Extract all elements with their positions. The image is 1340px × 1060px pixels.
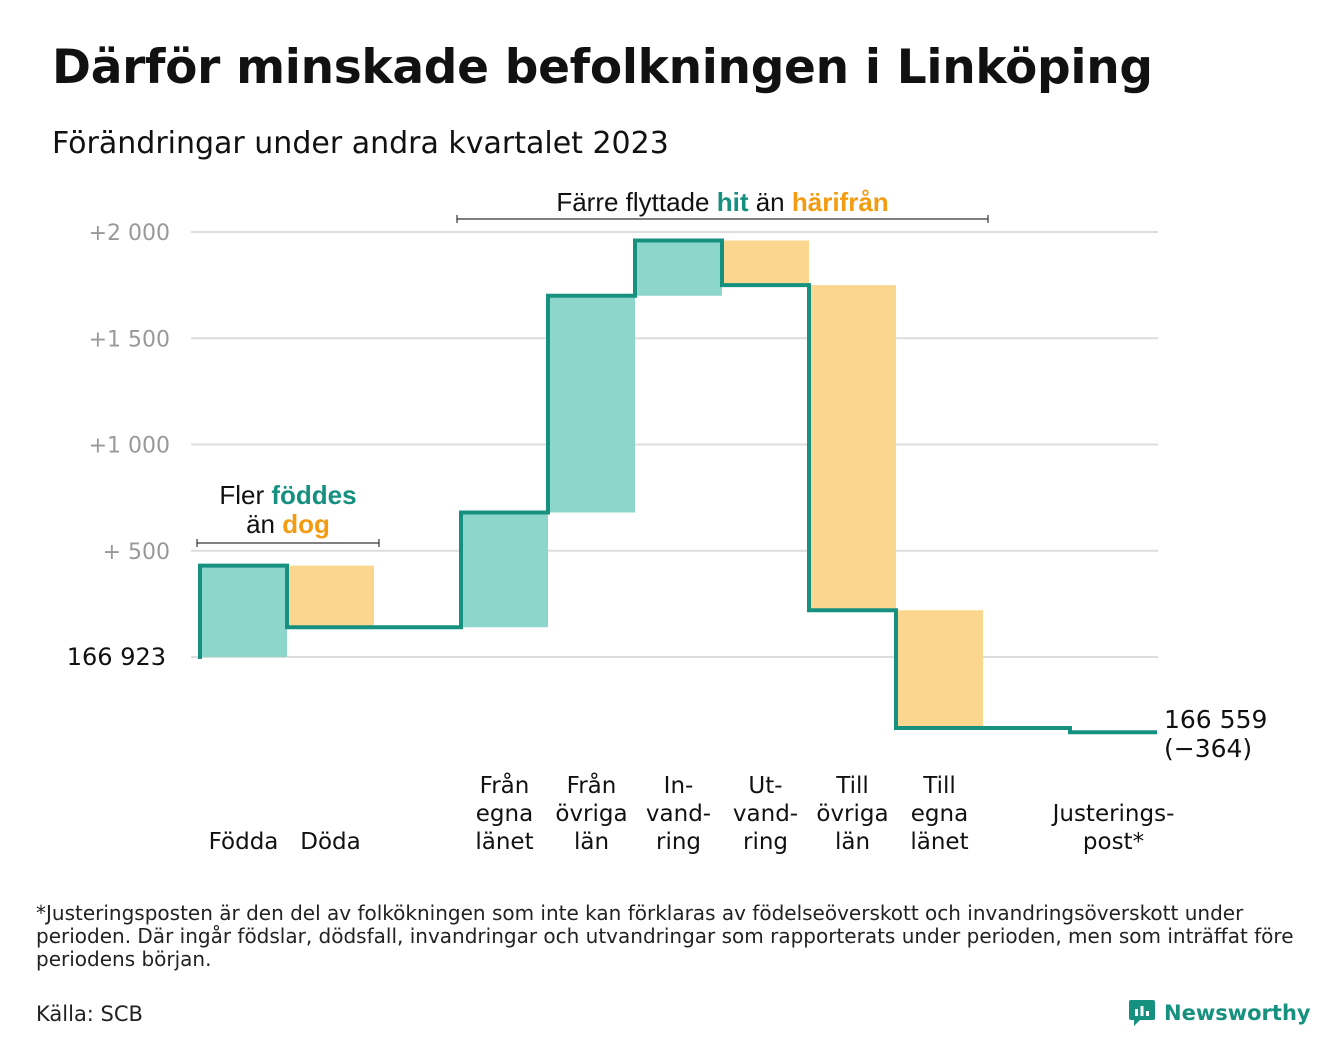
category-label: Döda	[300, 829, 360, 855]
annotation-migration-part: än	[748, 187, 791, 217]
bar-7	[809, 285, 896, 611]
annotation-migration-part: Färre flyttade	[556, 187, 716, 217]
annotation-births-line1: Fler föddes	[219, 480, 356, 510]
y-tick-label: +1 000	[89, 434, 170, 459]
annotation-migration-part: härifrån	[792, 187, 889, 217]
category-label: vand-	[646, 801, 711, 827]
brand-name: Newsworthy	[1164, 1001, 1311, 1025]
bar-3	[461, 512, 548, 628]
annotation-births-bracket	[196, 539, 380, 547]
end-value-label: 166 559	[1164, 705, 1267, 734]
bar-4	[548, 295, 635, 513]
category-label: In-	[664, 773, 694, 799]
y-tick-label: +1 500	[89, 327, 170, 352]
y-tick-label: + 500	[103, 540, 170, 565]
annotation-migration-bracket	[456, 215, 989, 223]
cumulative-step-line	[198, 238, 1157, 735]
annotation-migration-part: hit	[717, 187, 749, 217]
annotation-births-line1-part: Fler	[219, 480, 271, 510]
category-label: länet	[910, 829, 968, 855]
category-label: ring	[743, 829, 788, 855]
category-label: län	[835, 829, 870, 855]
bar-0	[200, 565, 287, 657]
footnote: *Justeringsposten är den del av folkökni…	[36, 901, 1294, 971]
category-label: Ut-	[748, 773, 782, 799]
annotation-births-line1-part: föddes	[271, 480, 356, 510]
category-label: Till	[922, 773, 956, 799]
bar-6	[722, 240, 809, 286]
annotation-births-line2: än dog	[246, 509, 330, 539]
source-label: Källa: SCB	[36, 1002, 143, 1026]
category-label: länet	[475, 829, 533, 855]
annotation-migration: Färre flyttade hit än härifrån	[556, 187, 888, 217]
end-change-label: (−364)	[1164, 734, 1252, 763]
chart-title: Därför minskade befolkningen i Linköping	[52, 40, 1153, 95]
category-label: Från	[567, 771, 617, 799]
category-label: egna	[476, 801, 533, 827]
annotation-births-line2-part: dog	[282, 509, 330, 539]
category-label: Justerings-	[1051, 801, 1175, 827]
newsworthy-logo-icon	[1129, 1000, 1155, 1026]
bar-1	[287, 565, 374, 628]
category-label: övriga	[555, 801, 627, 827]
category-label: post*	[1083, 829, 1144, 855]
brand-logo: Newsworthy	[1128, 998, 1311, 1028]
start-value-label: 166 923	[67, 643, 166, 671]
category-label: Till	[835, 773, 869, 799]
category-label: vand-	[733, 801, 798, 827]
category-label: län	[574, 829, 609, 855]
bar-8	[896, 610, 983, 728]
category-label: övriga	[816, 801, 888, 827]
annotation-births-line2-part: än	[246, 509, 282, 539]
chart-subtitle: Förändringar under andra kvartalet 2023	[52, 126, 669, 161]
bar-5	[635, 240, 722, 296]
category-label: Från	[480, 771, 530, 799]
y-tick-label: +2 000	[89, 221, 170, 246]
category-label: egna	[911, 801, 968, 827]
category-label: ring	[656, 829, 701, 855]
category-label: Födda	[209, 829, 279, 855]
